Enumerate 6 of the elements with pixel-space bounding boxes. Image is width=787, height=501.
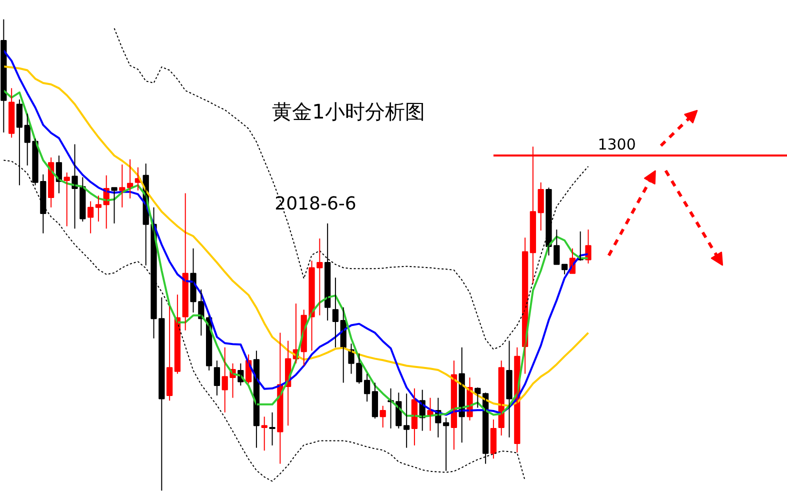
- candlestick: [506, 340, 512, 438]
- text: 2018-6-6: [274, 194, 356, 214]
- candlestick: [269, 412, 276, 446]
- text: 黄金1小时分析图: [272, 100, 425, 124]
- annotation: 1300: [598, 136, 636, 154]
- candlestick: [111, 187, 118, 224]
